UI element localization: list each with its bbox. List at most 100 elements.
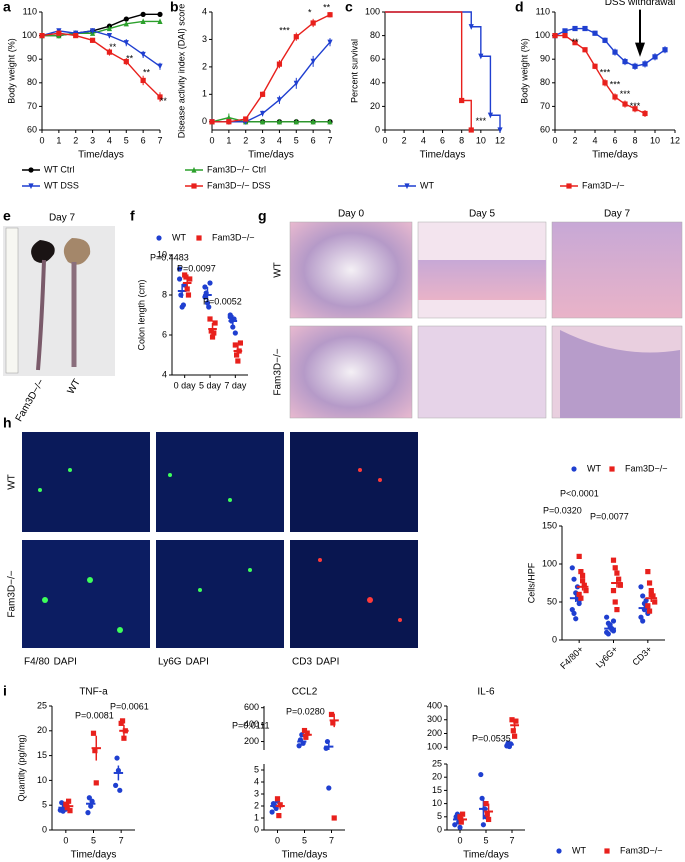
data-point	[583, 588, 589, 594]
y-tick-label: 80	[27, 77, 37, 87]
data-point	[616, 576, 622, 582]
data-point	[209, 334, 216, 340]
data-point	[303, 734, 309, 740]
data-point	[114, 755, 120, 761]
data-point	[90, 730, 97, 736]
y-tick-label: 5	[254, 764, 259, 774]
data-point	[483, 801, 489, 807]
y-tick-label: 8	[162, 289, 167, 299]
legend-marker	[191, 166, 197, 173]
data-point	[93, 780, 99, 786]
stain-label: DAPI	[54, 657, 77, 668]
x-tick-label: 0	[275, 835, 280, 845]
stain-label: F4/80	[24, 657, 50, 668]
data-point	[59, 800, 65, 806]
data-point	[157, 18, 163, 25]
legend-marker	[156, 235, 162, 241]
data-point	[202, 284, 208, 290]
row-label: WT	[273, 262, 284, 278]
data-point	[207, 280, 213, 286]
data-point	[458, 819, 464, 825]
data-point	[39, 33, 45, 39]
data-point	[612, 599, 618, 605]
data-point	[64, 805, 70, 811]
data-point	[327, 39, 333, 46]
p-value: P=0.0097	[177, 263, 216, 273]
y-tick-label: 0	[552, 634, 557, 644]
series-line	[555, 34, 646, 115]
data-point	[237, 340, 243, 346]
x-tick-label: CD3+	[630, 644, 654, 668]
y-tick-label: 400	[427, 700, 442, 710]
y-tick-label: 5	[437, 811, 442, 821]
x-tick-label: 12	[495, 135, 505, 145]
series-line	[385, 11, 501, 130]
data-point	[614, 607, 620, 613]
y-tick-label: 50	[547, 596, 557, 606]
x-tick-label: 5	[302, 835, 307, 845]
x-tick-label: 2	[572, 135, 577, 145]
data-point	[269, 809, 275, 815]
x-tick-label: 10	[476, 135, 486, 145]
x-tick-label: 2	[243, 135, 248, 145]
data-point	[234, 352, 240, 358]
x-axis-label: Time/days	[248, 150, 294, 161]
y-tick-label: 4	[254, 776, 259, 786]
chart-title: CCL2	[292, 687, 318, 698]
data-point	[645, 569, 651, 575]
x-tick-label: 5 day	[199, 380, 222, 390]
data-point	[582, 47, 588, 53]
x-tick-label: 1	[56, 135, 61, 145]
data-point	[605, 631, 611, 637]
x-tick-label: 2	[402, 135, 407, 145]
data-point	[296, 743, 302, 749]
y-axis-label: Body weight (%)	[519, 38, 529, 104]
data-point	[66, 798, 72, 804]
y-tick-label: 2	[202, 61, 207, 71]
data-point	[119, 718, 126, 724]
y-tick-label: 150	[542, 520, 557, 530]
data-point	[324, 738, 331, 745]
data-point	[310, 20, 316, 26]
series-line	[212, 41, 331, 123]
y-axis-label: Colon length (cm)	[136, 279, 146, 350]
x-axis-label: Time/days	[78, 150, 124, 161]
panel-letter: i	[3, 683, 7, 699]
stain-label: CD3	[292, 657, 312, 668]
legend-label: Fam3D−/− Ctrl	[207, 164, 266, 174]
y-tick-label: 4	[202, 6, 207, 16]
data-point	[578, 569, 584, 575]
legend-marker	[566, 183, 572, 189]
data-point	[578, 595, 584, 601]
data-point	[187, 276, 193, 282]
y-tick-label: 6	[162, 329, 167, 339]
x-tick-label: 7	[119, 835, 124, 845]
x-tick-label: 5	[483, 835, 488, 845]
data-point	[56, 30, 62, 36]
y-tick-label: 60	[27, 124, 37, 134]
data-point	[235, 358, 241, 364]
data-point	[259, 110, 266, 117]
data-point	[232, 342, 238, 348]
annotation: **	[126, 54, 134, 64]
data-point	[571, 576, 577, 582]
y-tick-label: 300	[427, 714, 442, 724]
data-point	[73, 33, 79, 39]
data-point	[480, 822, 486, 828]
data-point	[276, 118, 283, 125]
data-point	[612, 565, 618, 571]
y-tick-label: 60	[370, 54, 380, 64]
data-point	[484, 811, 490, 817]
x-tick-label: 6	[612, 135, 617, 145]
x-tick-label: 0	[552, 135, 557, 145]
p-value: P=0.0320	[543, 505, 582, 515]
p-value: P=0.0077	[590, 511, 629, 521]
annotation: *	[308, 8, 312, 18]
legend-marker	[28, 183, 34, 190]
series-line	[212, 14, 331, 123]
data-point	[610, 618, 617, 624]
y-tick-label: 10	[157, 249, 167, 259]
data-point	[157, 11, 163, 17]
x-tick-label: 7	[329, 835, 334, 845]
